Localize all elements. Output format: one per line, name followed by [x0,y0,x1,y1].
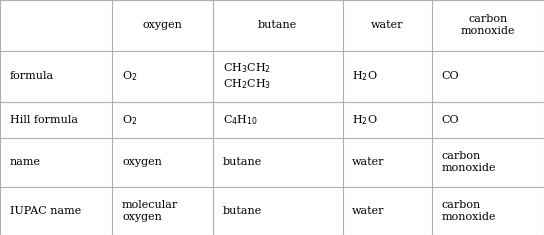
Text: name: name [10,157,41,167]
Text: butane: butane [223,157,262,167]
Text: oxygen: oxygen [122,157,162,167]
Text: O$_2$: O$_2$ [122,69,138,83]
Text: Hill formula: Hill formula [10,115,78,125]
Text: CO: CO [442,115,459,125]
Text: O$_2$: O$_2$ [122,113,138,127]
Text: carbon
monoxide: carbon monoxide [442,151,496,173]
Text: water: water [353,206,385,216]
Text: IUPAC name: IUPAC name [10,206,81,216]
Text: molecular
oxygen: molecular oxygen [122,200,178,222]
Text: butane: butane [223,206,262,216]
Text: carbon
monoxide: carbon monoxide [461,14,515,36]
Text: H$_2$O: H$_2$O [353,69,378,83]
Text: oxygen: oxygen [143,20,183,30]
Text: butane: butane [258,20,298,30]
Text: CH$_3$CH$_2$
CH$_2$CH$_3$: CH$_3$CH$_2$ CH$_2$CH$_3$ [223,61,271,91]
Text: carbon
monoxide: carbon monoxide [442,200,496,222]
Text: H$_2$O: H$_2$O [353,113,378,127]
Text: formula: formula [10,71,54,81]
Text: CO: CO [442,71,459,81]
Text: C$_4$H$_{10}$: C$_4$H$_{10}$ [223,113,258,127]
Text: water: water [353,157,385,167]
Text: water: water [371,20,404,30]
